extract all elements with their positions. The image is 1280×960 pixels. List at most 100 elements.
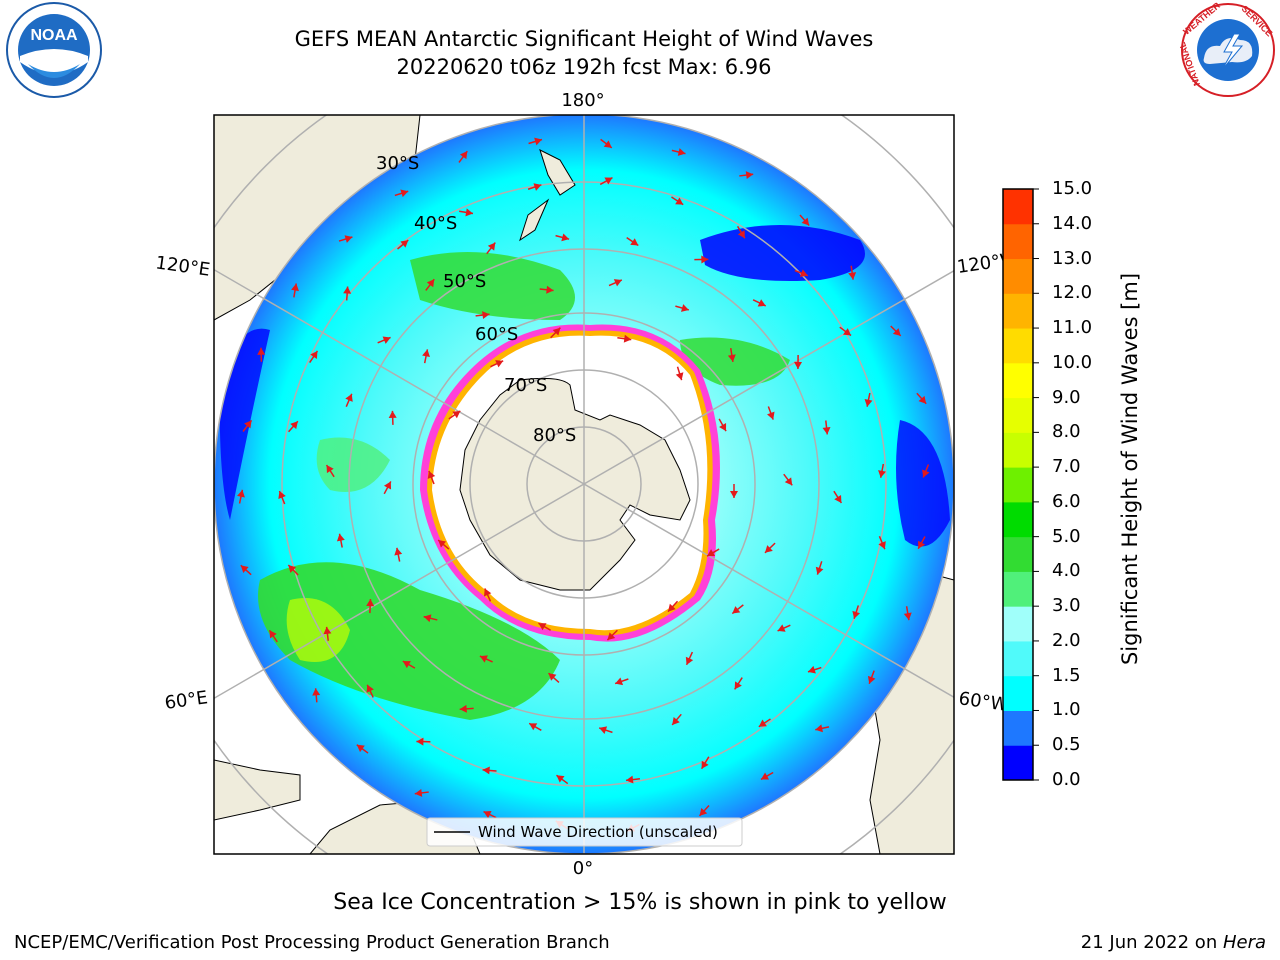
lat-label-40: 40°S <box>414 213 457 234</box>
colorbar-segment <box>1003 293 1033 329</box>
wind-arrow-head <box>483 810 492 819</box>
low-wave-region <box>700 225 865 281</box>
wind-arrow-head <box>343 286 352 294</box>
colorbar-tick-label: 15.0 <box>1052 178 1093 199</box>
wind-arrow-head <box>892 328 901 336</box>
wind-arrow-head <box>310 350 318 359</box>
map-plot-area: 30°S 40°S 50°S 60°S 70°S 80°S Wind Wave … <box>214 115 954 854</box>
wind-arrow-head <box>479 655 488 663</box>
wind-arrow-head <box>615 677 624 686</box>
wind-arrow-head <box>482 311 490 320</box>
wind-arrow-head <box>767 411 775 420</box>
colorbar-tick-label: 0.5 <box>1052 734 1081 756</box>
latitude-labels: 30°S 40°S 50°S 60°S 70°S 80°S <box>376 153 576 446</box>
colorbar-tick-label: 12.0 <box>1052 282 1093 304</box>
wind-arrow-head <box>677 148 686 156</box>
colorbar-tick-label: 9.0 <box>1052 386 1081 408</box>
wind-arrow-head <box>730 491 738 498</box>
colorbar-tick-label: 13.0 <box>1052 247 1093 269</box>
wind-arrow-head <box>561 233 570 242</box>
wind-arrow-head <box>459 151 468 160</box>
colorbar-tick-label: 5.0 <box>1052 525 1081 547</box>
wind-arrow-head <box>815 566 824 575</box>
colorbar-segment <box>1003 467 1033 503</box>
wind-arrow-head <box>291 283 299 292</box>
wind-arrow-head <box>607 632 616 641</box>
colorbar-tick-label: 1.5 <box>1052 664 1081 686</box>
wind-arrow-head <box>546 285 554 294</box>
wind-arrow-head <box>604 177 613 185</box>
wind-arrow-head <box>487 242 496 251</box>
peak-wave-region <box>286 598 350 662</box>
colorbar-segment <box>1003 501 1033 538</box>
wind-arrow-head <box>495 360 504 368</box>
wind-arrow-head <box>626 775 634 784</box>
wind-arrow-head <box>290 421 298 430</box>
wind-arrow-head <box>777 624 786 632</box>
wind-arrow-head <box>799 269 808 277</box>
wind-arrow-head <box>757 299 766 307</box>
wind-arrow-head <box>423 614 432 623</box>
lon-label-0: 0° <box>573 858 593 879</box>
wind-arrow-head <box>244 420 252 429</box>
wind-arrow-head <box>483 588 492 597</box>
wind-arrow-head <box>400 189 409 198</box>
colorbar-segment <box>1003 189 1033 225</box>
colorbar-segment <box>1003 640 1033 677</box>
wind-arrow-head <box>326 465 334 474</box>
lon-label-60w: 60°W <box>957 688 1009 716</box>
wind-arrow-head <box>257 347 266 355</box>
wind-arrow-head <box>388 410 397 419</box>
wind-arrow-head <box>599 726 608 734</box>
run-date: 21 Jun 2022 on <box>1080 932 1223 953</box>
wind-arrow-head <box>675 372 684 381</box>
wind-arrow-head <box>737 230 745 239</box>
wind-arrow-head <box>438 540 447 548</box>
wind-arrow-head <box>459 704 467 713</box>
sea-ice-note: Sea Ice Concentration > 15% is shown in … <box>333 890 947 915</box>
wind-arrow-head <box>426 279 435 288</box>
lon-label-60e: 60°E <box>163 687 209 714</box>
wind-arrow-head <box>427 470 436 479</box>
wind-arrow-head <box>366 599 375 607</box>
madagascar-land <box>214 759 301 821</box>
map-legend: Wind Wave Direction (unscaled) <box>426 817 743 847</box>
wind-arrow-head <box>848 272 857 280</box>
antarctica-land <box>459 377 691 591</box>
wind-arrow-head <box>288 565 297 573</box>
wind-arrow-head <box>864 399 873 407</box>
wind-arrow-head <box>613 279 622 287</box>
wind-arrow-head <box>237 489 245 498</box>
wind-arrow-head <box>727 354 736 362</box>
wind-arrow-head <box>918 395 927 404</box>
wind-arrow-head <box>734 681 742 690</box>
colorbar-tick-label: 6.0 <box>1052 490 1081 512</box>
colorbar-frame <box>1002 188 1034 781</box>
wind-arrow-head <box>623 334 632 343</box>
colorbar-tick-label: 2.0 <box>1052 629 1081 651</box>
wind-arrow-head <box>344 235 353 243</box>
wind-arrow-head <box>852 610 861 619</box>
wind-arrow-head <box>732 606 741 614</box>
low-wave-region <box>219 328 270 520</box>
credit-text: NCEP/EMC/Verification Post Processing Pr… <box>14 932 610 953</box>
wind-arrow-head <box>672 717 680 725</box>
wind-arrow-head <box>533 183 542 191</box>
wind-arrow-head <box>538 623 547 631</box>
high-wave-region <box>410 252 575 320</box>
colorbar-segment <box>1003 258 1033 294</box>
wind-arrow-head <box>383 481 392 490</box>
wind-arrow-head <box>878 470 886 478</box>
colorbar-tick-label: 10.0 <box>1052 351 1093 373</box>
wind-arrow-head <box>366 684 374 693</box>
colorbar-segment <box>1003 432 1033 468</box>
wind-arrow-head <box>760 772 770 780</box>
wind-arrow-head <box>414 788 423 797</box>
wind-arrow-head <box>278 490 286 499</box>
wind-arrow-head <box>465 208 473 217</box>
wind-arrow-head <box>701 255 709 264</box>
graticule <box>214 115 954 854</box>
wind-arrow-head <box>745 171 754 180</box>
wind-arrow-head <box>394 547 403 556</box>
